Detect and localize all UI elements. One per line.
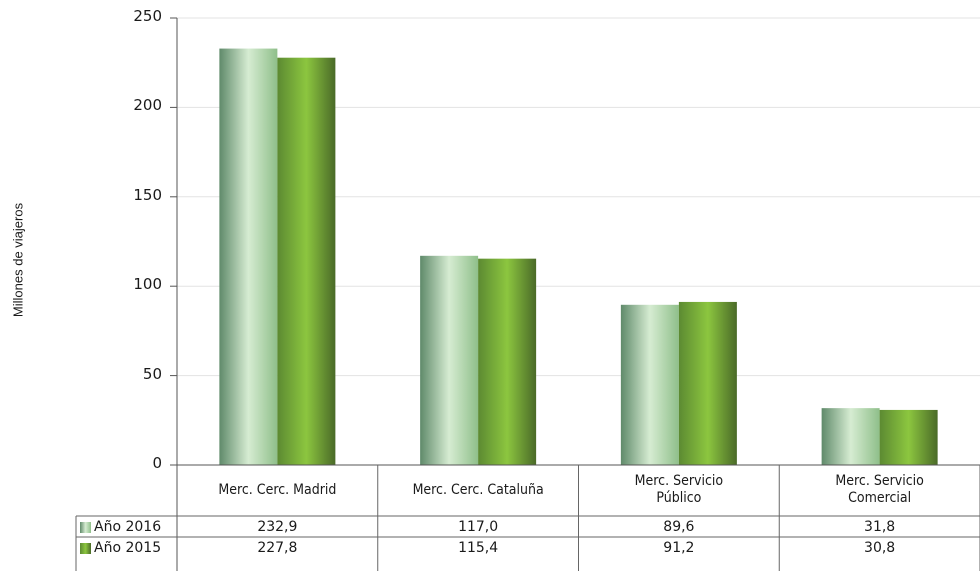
bars <box>219 48 938 465</box>
bar-2015 <box>879 409 938 465</box>
legend-label: Año 2016 <box>94 519 162 535</box>
category-label: Merc. Servicio Comercial <box>835 473 924 506</box>
data-value-cell: 232,9 <box>257 519 298 535</box>
bar-2015 <box>478 258 537 465</box>
legend-label: Año 2015 <box>94 540 162 556</box>
category-label: Merc. Cerc. Madrid <box>218 481 337 498</box>
data-value-cell: 30,8 <box>864 540 896 556</box>
data-value-cell: 91,2 <box>663 540 695 556</box>
data-value-cell: 89,6 <box>663 519 695 535</box>
legend-swatch <box>80 521 91 533</box>
y-tick-label: 0 <box>152 454 162 472</box>
data-value-cell: 227,8 <box>257 540 298 556</box>
y-tick-label: 250 <box>133 7 162 25</box>
bar-2016 <box>620 304 679 465</box>
bar-2015 <box>277 57 336 465</box>
data-value-cell: 117,0 <box>458 519 499 535</box>
legend-entry: Año 2016 <box>78 517 176 537</box>
bar-2016 <box>219 48 278 465</box>
legend-entry: Año 2015 <box>78 538 176 558</box>
bar-2016 <box>420 255 479 465</box>
data-value-cell: 31,8 <box>864 519 896 535</box>
bar-2015 <box>678 301 737 465</box>
data-value-cell: 115,4 <box>458 540 499 556</box>
data-table-lines <box>75 465 980 571</box>
y-tick-label: 200 <box>133 96 162 115</box>
category-label: Merc. Cerc. Cataluña <box>412 481 544 498</box>
y-axis-label: Millones de viajeros <box>8 160 28 360</box>
bar-2016 <box>821 408 880 465</box>
legend-swatch <box>80 542 91 554</box>
y-tick-label: 50 <box>142 364 162 383</box>
category-label: Merc. Servicio Público <box>634 473 724 506</box>
y-tick-label: 100 <box>133 275 162 294</box>
y-tick-label: 150 <box>133 185 162 204</box>
y-axis-label-text: Millones de viajeros <box>10 202 26 318</box>
